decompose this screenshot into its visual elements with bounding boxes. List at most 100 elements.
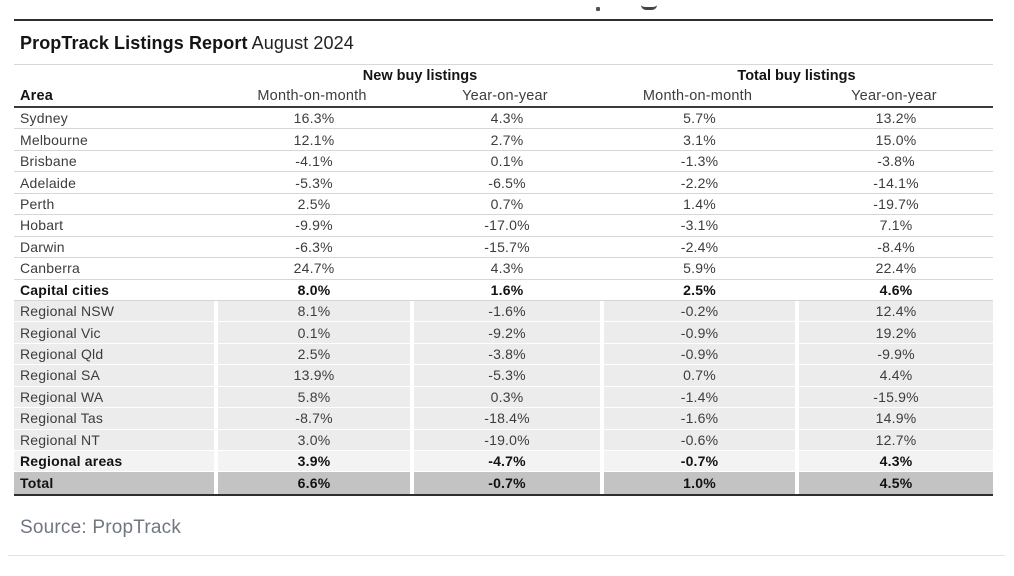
row-new-yoy-value: 4.3% [410, 258, 600, 279]
row-new-mom-value: -5.3% [214, 172, 410, 193]
table-row: Sydney 16.3% 4.3% 5.7% 13.2% [14, 108, 993, 130]
row-total-mom-value: -0.2% [600, 300, 795, 322]
row-new-yoy-value: -4.7% [410, 451, 600, 472]
row-total-mom-value: -0.7% [600, 451, 795, 472]
row-new-yoy-value: -19.0% [410, 429, 600, 450]
row-total-yoy-value: -8.4% [795, 236, 993, 258]
table-top-border [14, 19, 993, 21]
group-header-new-buy-listings: New buy listings [362, 67, 478, 84]
row-area-label: Regional Tas [20, 410, 104, 427]
row-new-yoy-value: -1.6% [410, 300, 600, 322]
row-total-mom-value: -0.6% [600, 429, 795, 450]
table-row: Regional NSW 8.1% -1.6% -0.2% 12.4% [14, 300, 993, 323]
row-area-label: Brisbane [20, 153, 77, 170]
column-header-total-yoy: Year-on-year [851, 88, 937, 104]
row-total-mom-value: 5.7% [600, 108, 795, 129]
row-new-yoy-value: 0.1% [410, 150, 600, 172]
row-area-label: Melbourne [20, 131, 88, 148]
row-total-yoy-value: 15.0% [795, 129, 993, 150]
row-new-yoy-value: 4.3% [410, 108, 600, 129]
row-area-label: Regional Qld [20, 346, 104, 363]
row-area-label: Hobart [20, 217, 64, 234]
row-total-yoy-value: -14.1% [795, 172, 993, 193]
row-new-mom-value: 8.0% [214, 279, 410, 300]
table-row: Perth 2.5% 0.7% 1.4% -19.7% [14, 193, 993, 216]
row-area-label: Regional Vic [20, 324, 101, 341]
row-total-yoy-value: 12.4% [795, 300, 993, 322]
row-new-mom-value: 3.0% [214, 429, 410, 450]
column-header-new-yoy: Year-on-year [462, 88, 548, 104]
row-area-label: Regional NT [20, 431, 101, 448]
group-header-row: New buy listings Total buy listings [14, 65, 993, 86]
row-new-yoy-value: 2.7% [410, 129, 600, 150]
row-area-label: Capital cities [20, 281, 110, 298]
row-new-mom-value: -8.7% [214, 408, 410, 429]
row-area-label: Regional WA [20, 388, 104, 405]
row-area-label: Regional areas [20, 453, 123, 470]
row-new-mom-value: -4.1% [214, 150, 410, 172]
row-new-yoy-value: -18.4% [410, 408, 600, 429]
table-row: Canberra 24.7% 4.3% 5.9% 22.4% [14, 258, 993, 280]
row-new-yoy-value: -5.3% [410, 365, 600, 386]
row-new-yoy-value: -6.5% [410, 172, 600, 193]
row-area-label: Darwin [20, 238, 65, 255]
row-area-label: Total [20, 475, 54, 492]
table-row: Regional Tas -8.7% -18.4% -1.6% 14.9% [14, 408, 993, 430]
row-total-mom-value: -1.6% [600, 408, 795, 429]
row-new-yoy-value: 1.6% [410, 279, 600, 300]
row-new-mom-value: 12.1% [214, 129, 410, 150]
cropped-text-artifact [596, 7, 600, 11]
group-header-total-buy-listings: Total buy listings [737, 67, 856, 84]
row-total-yoy-value: 4.4% [795, 365, 993, 386]
row-area-label: Canberra [20, 260, 80, 277]
row-new-mom-value: 16.3% [214, 108, 410, 129]
row-new-yoy-value: -9.2% [410, 322, 600, 343]
listings-report-table: PropTrack Listings Report August 2024 Ne… [14, 19, 993, 496]
row-total-yoy-value: 7.1% [795, 215, 993, 236]
table-row: Regional areas 3.9% -4.7% -0.7% 4.3% [14, 451, 993, 473]
table-row: Regional SA 13.9% -5.3% 0.7% 4.4% [14, 365, 993, 387]
footer-divider [8, 555, 1005, 556]
column-header-area: Area [20, 88, 54, 104]
row-total-mom-value: 5.9% [600, 258, 795, 279]
table-row: Regional WA 5.8% 0.3% -1.4% -15.9% [14, 386, 993, 409]
row-total-mom-value: -1.3% [600, 150, 795, 172]
row-new-yoy-value: -3.8% [410, 343, 600, 365]
row-new-yoy-value: 0.3% [410, 386, 600, 408]
row-new-mom-value: 6.6% [214, 472, 410, 494]
row-total-mom-value: 2.5% [600, 279, 795, 300]
row-area-label: Regional SA [20, 367, 101, 384]
row-total-mom-value: -0.9% [600, 343, 795, 365]
row-new-mom-value: 2.5% [214, 193, 410, 215]
row-total-yoy-value: 13.2% [795, 108, 993, 129]
column-header-new-mom: Month-on-month [257, 88, 367, 104]
row-new-mom-value: -6.3% [214, 236, 410, 258]
row-total-yoy-value: 4.6% [795, 279, 993, 300]
row-total-yoy-value: -9.9% [795, 343, 993, 365]
row-total-mom-value: 1.0% [600, 472, 795, 494]
row-area-label: Sydney [20, 110, 68, 127]
row-new-yoy-value: -0.7% [410, 472, 600, 494]
report-title-period: August 2024 [251, 33, 354, 53]
row-total-mom-value: 1.4% [600, 193, 795, 215]
table-row: Total 6.6% -0.7% 1.0% 4.5% [14, 472, 993, 494]
row-new-mom-value: 5.8% [214, 386, 410, 408]
report-title: PropTrack Listings Report August 2024 [14, 21, 993, 64]
row-total-yoy-value: 4.3% [795, 451, 993, 472]
row-new-yoy-value: -17.0% [410, 215, 600, 236]
row-total-mom-value: 3.1% [600, 129, 795, 150]
row-total-mom-value: -2.2% [600, 172, 795, 193]
column-header-total-mom: Month-on-month [642, 88, 753, 104]
source-attribution: Source: PropTrack [20, 517, 182, 538]
cropped-text-artifact [641, 5, 657, 10]
row-area-label: Adelaide [20, 174, 77, 191]
table-row: Hobart -9.9% -17.0% -3.1% 7.1% [14, 215, 993, 237]
table-row: Capital cities 8.0% 1.6% 2.5% 4.6% [14, 279, 993, 301]
table-row: Brisbane -4.1% 0.1% -1.3% -3.8% [14, 150, 993, 173]
title-divider [14, 64, 993, 65]
table-row: Melbourne 12.1% 2.7% 3.1% 15.0% [14, 129, 993, 151]
row-total-yoy-value: 19.2% [795, 322, 993, 343]
row-total-mom-value: -3.1% [600, 215, 795, 236]
row-new-mom-value: 2.5% [214, 343, 410, 365]
